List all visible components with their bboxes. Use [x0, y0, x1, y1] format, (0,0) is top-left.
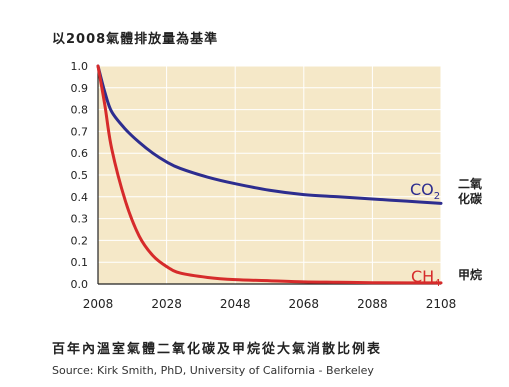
x-axis-ticks: 2008 2028 2048 2068 2088 2108 [83, 297, 457, 311]
series-line-co2 [96, 64, 443, 205]
y-axis-ticks: 0.0 0.1 0.2 0.3 0.4 0.5 0.6 0.7 0.8 0.9 1.0 [71, 60, 89, 291]
ch4-chinese-label: 甲烷 [458, 267, 482, 282]
line-chart: 0.00.10.20.30.40.50.60.70.80.91.0 2008 20… [71, 60, 484, 311]
y-tick-label: 0.9 [71, 82, 89, 95]
source-text: Source: Kirk Smith, PhD, University of C… [52, 364, 374, 377]
ch4-series-label: CH4 [411, 267, 441, 289]
x-tick-label: 2108 [426, 297, 457, 311]
y-tick-label: 0.3 [71, 213, 89, 226]
x-tick-label: 2008 [83, 297, 114, 311]
series-lines [96, 64, 443, 285]
chart-title: 以2008氣體排放量為基準 [52, 32, 219, 47]
y-tick-label: 0.0 [71, 278, 89, 291]
y-tick-label: 0.6 [71, 147, 89, 160]
co2-chinese-label-line2: 化碳 [458, 191, 483, 206]
x-tick-label: 2028 [151, 297, 182, 311]
y-tick-label: 0.8 [71, 104, 89, 117]
y-tick-label: 0.5 [71, 169, 89, 182]
chart-caption: 百年內溫室氣體二氧化碳及甲烷從大氣消散比例表 [52, 342, 383, 357]
x-tick-label: 2088 [357, 297, 388, 311]
co2-chinese-label-line1: 二氧 [458, 176, 482, 191]
x-tick-label: 2048 [220, 297, 251, 311]
co2-series-label: CO2 [410, 180, 440, 202]
y-tick-label: 0.1 [71, 256, 89, 269]
y-tick-label: 0.4 [71, 191, 89, 204]
grid-lines [97, 65, 442, 285]
series-line-ch4 [96, 64, 443, 285]
y-tick-label: 0.2 [71, 234, 89, 247]
x-tick-label: 2068 [289, 297, 320, 311]
y-tick-label: 0.7 [71, 125, 89, 138]
y-tick-label: 1.0 [71, 60, 89, 73]
